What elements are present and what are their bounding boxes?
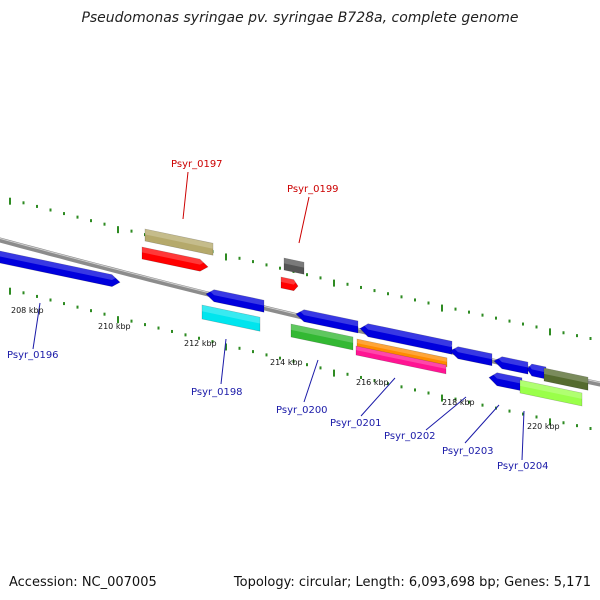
gene-feature-shape[interactable]: [290, 323, 354, 351]
gene-feature-shape[interactable]: [295, 309, 359, 334]
gene-feature-shape[interactable]: [141, 246, 209, 272]
gene-feature-gloss: [527, 362, 546, 373]
gene-feature-shape[interactable]: [543, 367, 589, 391]
gene-feature-gloss: [145, 229, 213, 249]
gene-feature[interactable]: [543, 367, 589, 391]
gene-label-psyr-0200[interactable]: Psyr_0200: [276, 405, 328, 416]
gene-feature-gloss: [450, 344, 492, 360]
gene-label-psyr-0204[interactable]: Psyr_0204: [497, 461, 549, 472]
gene-label-psyr-0202[interactable]: Psyr_0202: [384, 431, 436, 442]
gene-feature-gloss: [0, 251, 120, 280]
label-leader-line: [360, 377, 396, 417]
gene-feature[interactable]: [526, 362, 547, 380]
gene-feature[interactable]: [449, 344, 493, 367]
label-leader-line: [464, 404, 500, 444]
gene-feature-shape[interactable]: [488, 372, 523, 392]
gene-label-psyr-0203[interactable]: Psyr_0203: [442, 446, 494, 457]
gene-feature-gloss: [281, 277, 298, 285]
gene-feature-shape[interactable]: [283, 257, 305, 275]
label-leader-line: [298, 196, 310, 244]
gene-feature-shape[interactable]: [519, 379, 583, 407]
gene-feature[interactable]: [355, 345, 447, 375]
gene-feature-shape[interactable]: [493, 356, 529, 375]
scale-label-220: 220 kbp: [527, 422, 560, 431]
label-leader-line: [182, 171, 189, 220]
gene-feature-gloss: [520, 380, 582, 399]
gene-feature[interactable]: [283, 257, 305, 275]
label-leader-line: [220, 338, 227, 385]
gene-feature[interactable]: [201, 304, 261, 332]
gene-feature-gloss: [357, 339, 447, 362]
gene-feature-gloss: [356, 346, 446, 369]
scale-label-208: 208 kbp: [11, 306, 44, 315]
label-leader-line: [303, 359, 319, 403]
scale-label-212: 212 kbp: [184, 339, 217, 348]
label-leader-line: [521, 410, 525, 461]
gene-feature-shape[interactable]: [0, 250, 121, 287]
gene-feature-gloss: [142, 247, 208, 265]
genome-summary-text: Topology: circular; Length: 6,093,698 bp…: [233, 575, 591, 590]
gene-labels: Psyr_0197 Psyr_0199 Psyr_0196 Psyr_0198 …: [7, 159, 549, 472]
gene-feature[interactable]: [356, 338, 448, 368]
gene-feature-shape[interactable]: [449, 346, 493, 367]
gene-feature-gloss: [284, 258, 304, 268]
gene-feature-shape[interactable]: [355, 345, 447, 375]
gene-feature[interactable]: [144, 228, 214, 256]
gene-feature[interactable]: [280, 276, 299, 292]
gene-feature-shape[interactable]: [359, 323, 453, 355]
gene-feature-gloss: [202, 305, 260, 324]
gene-feature-gloss: [489, 370, 522, 384]
gene-feature-shape[interactable]: [526, 363, 547, 380]
map-title: Pseudomonas syringae pv. syringae B728a,…: [81, 10, 518, 26]
accession-text: Accession: NC_007005: [9, 575, 157, 590]
scale-label-218: 218 kbp: [442, 398, 475, 407]
gene-feature-shape[interactable]: [144, 228, 214, 256]
gene-feature[interactable]: [295, 307, 359, 334]
label-leader-line: [32, 302, 41, 350]
gene-feature-shape[interactable]: [201, 304, 261, 332]
scale-label-216: 216 kbp: [356, 378, 389, 387]
gene-feature-gloss: [206, 287, 264, 306]
label-leader-line: [425, 396, 467, 431]
gene-label-psyr-0201[interactable]: Psyr_0201: [330, 418, 382, 429]
scale-label-210: 210 kbp: [98, 322, 131, 331]
gene-feature[interactable]: [205, 287, 265, 313]
gene-label-psyr-0199[interactable]: Psyr_0199: [287, 184, 339, 195]
gene-feature[interactable]: [0, 250, 121, 287]
gene-feature[interactable]: [290, 323, 354, 351]
gene-feature-shape[interactable]: [205, 289, 265, 313]
gene-feature[interactable]: [493, 354, 529, 375]
gene-feature-gloss: [360, 321, 452, 348]
label-leaders: [32, 171, 525, 461]
gene-feature[interactable]: [141, 246, 209, 272]
gene-feature-shape[interactable]: [280, 276, 299, 292]
scale-labels: 208 kbp 210 kbp 212 kbp 214 kbp 216 kbp …: [11, 306, 560, 431]
gene-label-psyr-0197[interactable]: Psyr_0197: [171, 159, 223, 170]
gene-feature-gloss: [296, 307, 358, 327]
gene-feature-gloss: [291, 324, 353, 343]
gene-feature-shape[interactable]: [356, 338, 448, 368]
gene-feature-gloss: [544, 368, 588, 384]
gene-feature[interactable]: [488, 370, 523, 392]
gene-label-psyr-0196[interactable]: Psyr_0196: [7, 350, 59, 361]
scale-label-214: 214 kbp: [270, 358, 303, 367]
gene-label-psyr-0198[interactable]: Psyr_0198: [191, 387, 243, 398]
gene-features: [0, 228, 589, 407]
gene-feature[interactable]: [519, 379, 583, 407]
gene-feature[interactable]: [359, 321, 453, 355]
gene-feature-gloss: [494, 354, 528, 368]
